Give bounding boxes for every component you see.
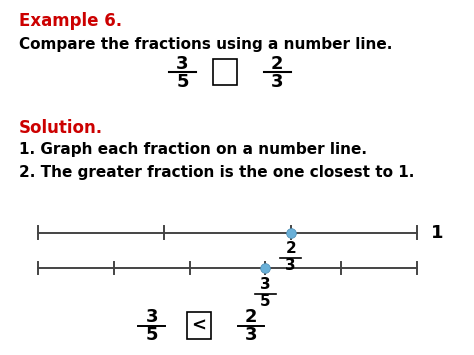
Text: 3: 3: [285, 258, 296, 273]
Text: 2: 2: [271, 55, 283, 73]
Text: <: <: [191, 317, 207, 334]
FancyBboxPatch shape: [213, 59, 237, 85]
Text: 5: 5: [176, 73, 189, 91]
Text: 2: 2: [245, 308, 257, 326]
Text: 3: 3: [260, 277, 271, 292]
Text: 3: 3: [245, 327, 257, 344]
Text: 5: 5: [146, 327, 158, 344]
Text: Example 6.: Example 6.: [19, 12, 122, 31]
Text: 1: 1: [431, 224, 444, 241]
Text: 2. The greater fraction is the one closest to 1.: 2. The greater fraction is the one close…: [19, 165, 414, 180]
FancyBboxPatch shape: [187, 312, 211, 339]
Text: Compare the fractions using a number line.: Compare the fractions using a number lin…: [19, 37, 392, 52]
Text: 5: 5: [260, 294, 271, 309]
Text: 3: 3: [271, 73, 283, 91]
Text: 3: 3: [146, 308, 158, 326]
Text: 1. Graph each fraction on a number line.: 1. Graph each fraction on a number line.: [19, 142, 367, 157]
Text: 3: 3: [176, 55, 189, 73]
Text: 2: 2: [285, 241, 296, 256]
Text: Solution.: Solution.: [19, 119, 103, 137]
